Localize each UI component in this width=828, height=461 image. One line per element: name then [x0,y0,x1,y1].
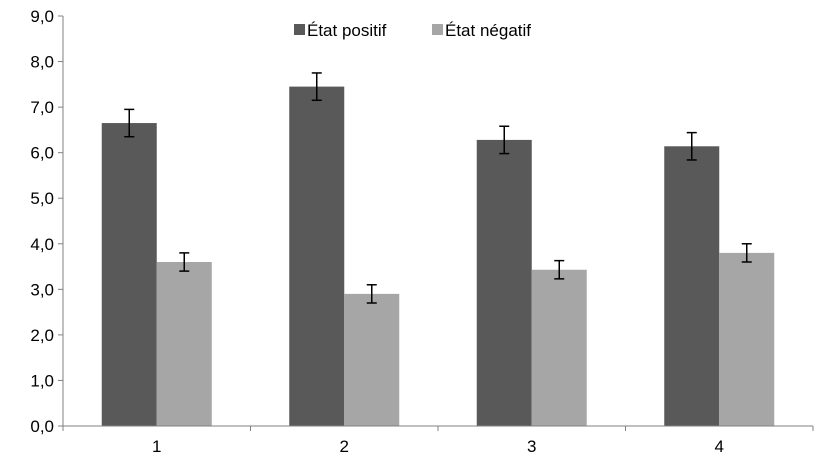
y-tick-label: 4,0 [30,235,54,254]
bar [101,123,157,427]
legend: État positif État négatif [294,21,531,40]
bar [344,293,400,426]
bar [156,262,212,426]
y-tick-label: 7,0 [30,98,54,117]
x-tick-label: 4 [715,437,724,456]
legend-swatch-etat-positif [294,24,305,35]
error-bars [124,72,752,304]
y-tick-label: 1,0 [30,371,54,390]
x-tick-label: 3 [527,437,536,456]
y-tick-label: 3,0 [30,280,54,299]
x-axis-ticks: 1 2 3 4 [62,426,814,456]
y-tick-label: 6,0 [30,144,54,163]
bars [101,86,775,427]
y-tick-label: 0,0 [30,417,54,436]
y-axis-ticks: 0,0 1,0 2,0 3,0 4,0 5,0 6,0 7,0 8,0 9,0 [30,7,63,436]
bar [289,86,345,426]
legend-swatch-etat-negatif [432,24,443,35]
bar [719,252,775,426]
bar [531,269,587,426]
y-tick-label: 2,0 [30,326,54,345]
y-tick-label: 5,0 [30,189,54,208]
bar [476,139,532,426]
legend-label-etat-positif: État positif [307,21,387,40]
y-tick-label: 8,0 [30,53,54,72]
bar [664,146,720,427]
x-tick-label: 2 [340,437,349,456]
y-tick-label: 9,0 [30,7,54,26]
x-tick-label: 1 [152,437,161,456]
legend-label-etat-negatif: État négatif [445,21,531,40]
